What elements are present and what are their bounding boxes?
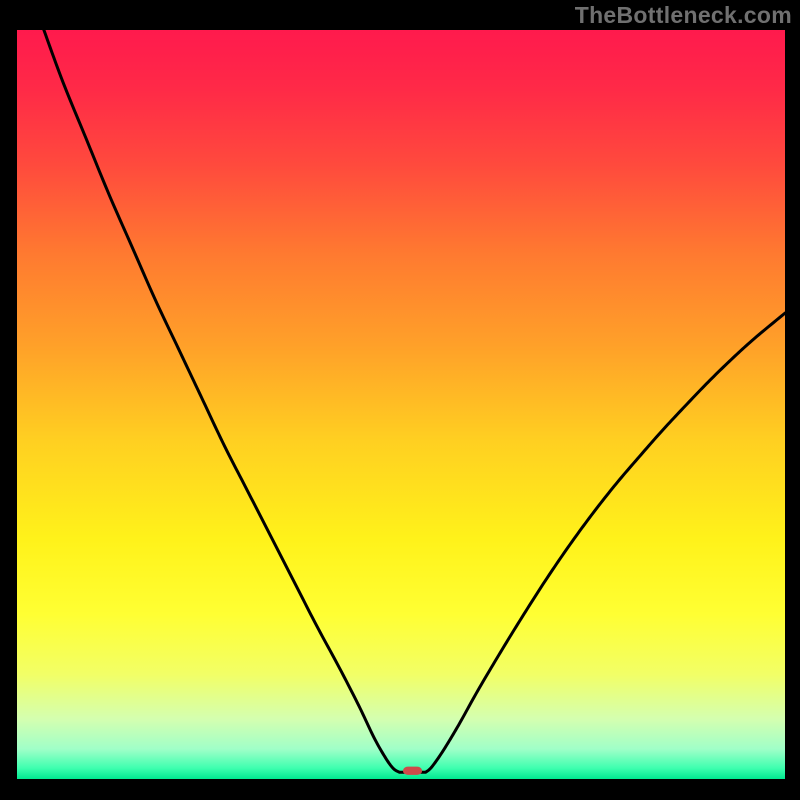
plot-svg (0, 0, 800, 800)
plot-background (17, 30, 785, 779)
min-marker (403, 767, 422, 775)
chart-frame: TheBottleneck.com (0, 0, 800, 800)
watermark-text: TheBottleneck.com (575, 2, 792, 29)
